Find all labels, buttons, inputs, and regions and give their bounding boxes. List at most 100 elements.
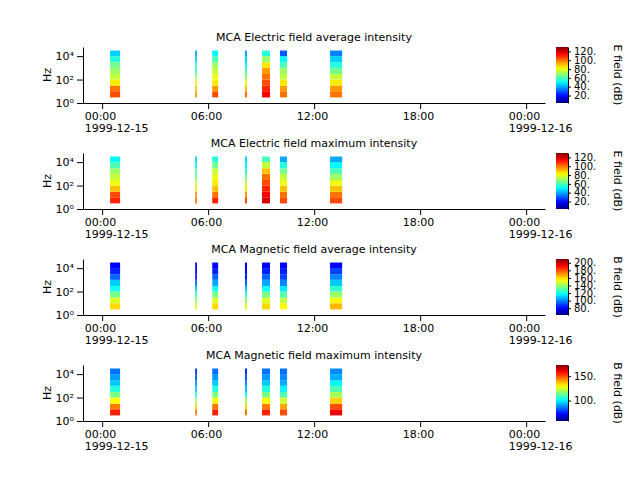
tick-label: 06:00 <box>191 428 223 441</box>
cell <box>280 274 287 280</box>
cell <box>245 286 247 292</box>
cell <box>195 162 197 168</box>
cell <box>212 263 218 269</box>
cell <box>330 404 342 410</box>
tick-mark <box>568 308 571 309</box>
cell <box>245 274 247 280</box>
cell <box>110 274 120 280</box>
tick-mark <box>314 421 315 427</box>
tick-label: 10² <box>56 74 74 87</box>
cell <box>195 192 197 198</box>
tick: 12:00 <box>297 315 329 335</box>
cell <box>330 192 342 198</box>
cell <box>245 386 247 392</box>
cell <box>245 168 247 174</box>
cell <box>262 168 270 174</box>
cell <box>245 68 247 74</box>
tick-label: 00:001999-12-15 <box>85 428 149 454</box>
cell <box>110 168 120 174</box>
cell <box>212 51 218 57</box>
axis-title: Hz <box>41 174 54 188</box>
cell <box>212 409 218 415</box>
cell <box>280 374 287 380</box>
cell <box>245 404 247 410</box>
tick: 10⁴ <box>56 50 83 63</box>
cell <box>280 91 287 97</box>
tick-mark <box>568 285 571 286</box>
cell <box>245 374 247 380</box>
tick-mark <box>77 162 83 163</box>
tick-mark <box>568 60 571 61</box>
tick-mark <box>314 315 315 321</box>
cell <box>110 157 120 163</box>
cell <box>110 409 120 415</box>
tick-label: 18:00 <box>403 110 435 123</box>
cell <box>110 86 120 92</box>
axis-line <box>568 260 569 316</box>
cell <box>245 157 247 163</box>
cell <box>245 380 247 386</box>
cell <box>280 292 287 298</box>
tick: 150. <box>568 371 596 382</box>
cell <box>245 398 247 404</box>
panel: 00:001999-12-1506:0012:0018:0000:001999-… <box>41 137 624 241</box>
cell <box>195 68 197 74</box>
colorbar-axis: 100.150. <box>568 366 596 422</box>
cell <box>262 56 270 62</box>
cell <box>280 174 287 180</box>
tick: 120. <box>568 46 596 57</box>
cell <box>262 274 270 280</box>
cell <box>262 380 270 386</box>
cell <box>212 280 218 286</box>
cell <box>110 180 120 186</box>
tick-mark <box>420 315 421 321</box>
cell <box>245 292 247 298</box>
cell <box>195 186 197 192</box>
tick: 10⁰ <box>56 309 83 322</box>
cell <box>245 62 247 68</box>
colorbar <box>556 259 568 315</box>
cell <box>110 404 120 410</box>
cell <box>212 86 218 92</box>
cell <box>212 398 218 404</box>
cell <box>212 174 218 180</box>
cell <box>262 51 270 57</box>
cell <box>330 180 342 186</box>
y-axis: 10⁰10²10⁴ <box>56 366 84 429</box>
axis-line <box>83 260 84 316</box>
cell <box>245 91 247 97</box>
tick: 06:00 <box>191 209 223 229</box>
tick: 00:001999-12-16 <box>509 315 573 347</box>
tick: 10⁰ <box>56 203 83 216</box>
tick-label: 10⁴ <box>56 156 75 169</box>
tick-label: 00:001999-12-16 <box>509 216 573 242</box>
colorbar-title: B field (dB) <box>611 362 624 423</box>
tick-mark <box>568 270 571 271</box>
y-axis: 10⁰ 10² 10⁴ <box>56 154 84 217</box>
cell <box>280 398 287 404</box>
cell <box>110 91 120 97</box>
tick: 10⁴ <box>56 262 83 275</box>
cell <box>262 186 270 192</box>
cell <box>195 374 197 380</box>
x-axis: 00:001999-12-1506:0012:0018:0000:001999-… <box>84 421 573 453</box>
tick-mark <box>77 56 83 57</box>
cell <box>245 174 247 180</box>
tick-mark <box>568 69 571 70</box>
cell <box>110 286 120 292</box>
cell <box>195 74 197 80</box>
cell <box>245 86 247 92</box>
tick: 10² <box>56 180 83 193</box>
tick-mark <box>568 278 571 279</box>
cell <box>262 162 270 168</box>
colorbar <box>556 365 568 421</box>
cell <box>212 56 218 62</box>
cell <box>280 186 287 192</box>
tick-label: 12:00 <box>297 322 329 335</box>
tick-mark <box>77 398 83 399</box>
figure: 00:001999-12-15 06:00 12:00 18:00 00:001999-… <box>0 0 640 480</box>
cell <box>195 380 197 386</box>
tick: 200. <box>568 257 596 268</box>
cell <box>195 180 197 186</box>
cell <box>110 186 120 192</box>
